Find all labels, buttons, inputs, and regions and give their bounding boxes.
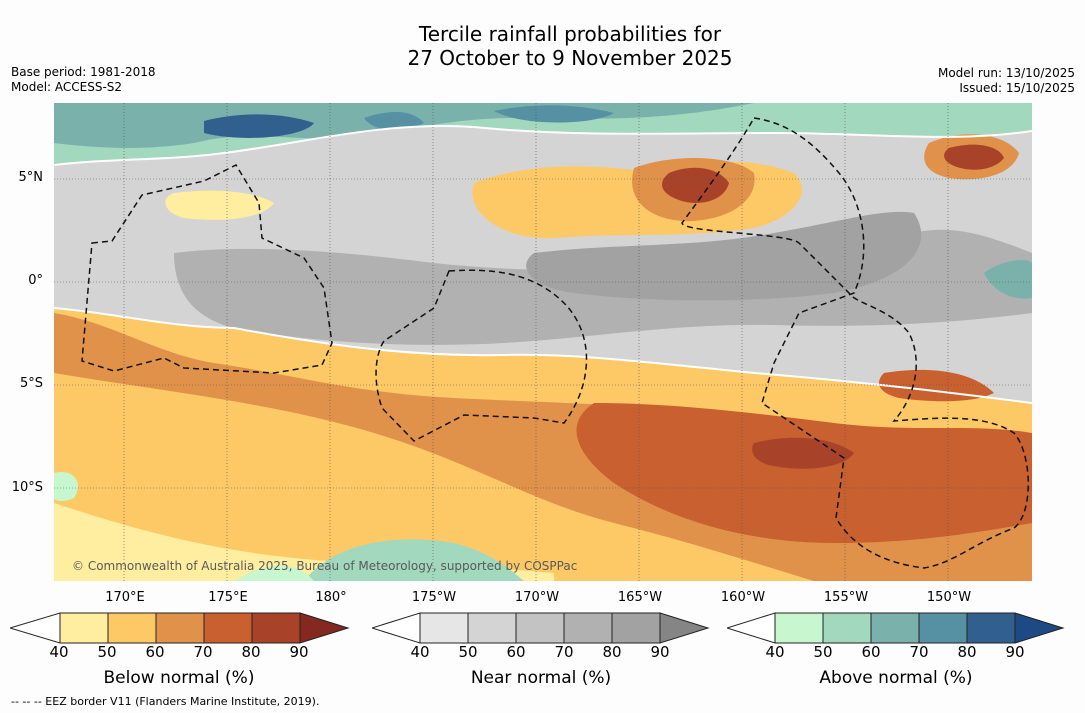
below-normal-north-core [662, 167, 729, 203]
colorbar-segment-70 [918, 612, 968, 644]
colorbar-segment-70 [203, 612, 253, 644]
tick: 60 [861, 643, 881, 661]
lat-label-5n: 5°N [18, 170, 44, 185]
colorbar-near-normal [372, 612, 710, 644]
lon-label-175w: 175°W [411, 590, 457, 605]
tick: 40 [49, 643, 69, 661]
model-name: Model: ACCESS-S2 [11, 80, 123, 94]
lat-label-0: 0° [28, 273, 43, 288]
tick: 40 [765, 643, 785, 661]
lon-label-160w: 160°W [720, 590, 766, 605]
lon-label-180: 180° [315, 590, 347, 605]
issued-date: Issued: 15/10/2025 [959, 81, 1075, 95]
cbar-below-min-triangle [10, 612, 61, 644]
tick: 70 [909, 643, 929, 661]
meta-right: Model run: 13/10/2025 Issued: 15/10/2025 [938, 66, 1075, 96]
tick: 70 [554, 643, 574, 661]
tick: 50 [813, 643, 833, 661]
colorbar-above-normal [727, 612, 1065, 644]
colorbar-segment-60 [870, 612, 920, 644]
above-normal-southwest [54, 472, 78, 502]
cbar-above-min-triangle [727, 612, 776, 644]
colorbar-label-above: Above normal (%) [819, 668, 973, 688]
lat-label-5s: 5°S [19, 376, 43, 391]
base-period: Base period: 1981-2018 [11, 65, 156, 79]
tick: 90 [1005, 643, 1025, 661]
eez-east [681, 117, 1029, 569]
colorbar-segment-40 [774, 612, 824, 644]
lon-label-175e: 175°E [208, 590, 248, 605]
colorbar-label-near: Near normal (%) [470, 668, 612, 688]
below-normal-northeast-core [944, 144, 1004, 170]
lon-label-165w: 165°W [617, 590, 663, 605]
below-normal-northwest [165, 190, 274, 220]
colorbar-segment-70 [563, 612, 613, 644]
colorbar-segment-90 [1014, 612, 1065, 644]
lon-label-150w: 150°W [926, 590, 972, 605]
tick: 40 [410, 643, 430, 661]
colorbar-segment-50 [107, 612, 157, 644]
tick: 70 [193, 643, 213, 661]
above-normal-north-strong [204, 114, 314, 138]
lat-label-10s: 10°S [11, 480, 43, 495]
above-normal-north-strong-3 [494, 105, 614, 123]
above-normal-east-patch [984, 260, 1032, 299]
below-normal-east-core [879, 369, 994, 402]
tick: 80 [241, 643, 261, 661]
above-normal-south-patch [304, 539, 524, 581]
colorbar-segment-80 [611, 612, 661, 644]
tick: 60 [145, 643, 165, 661]
colorbar-segment-50 [467, 612, 517, 644]
map-fields [54, 103, 1032, 581]
title-line-1: Tercile rainfall probabilities for [418, 22, 722, 46]
near-normal-strong [526, 211, 922, 301]
tick: 90 [650, 643, 670, 661]
tick: 50 [458, 643, 478, 661]
below-normal-south-light [54, 503, 554, 581]
colorbar-label-below: Below normal (%) [103, 668, 255, 688]
eez-central [375, 269, 588, 442]
rainfall-map: © Commonwealth of Australia 2025, Bureau… [54, 103, 1032, 581]
lon-label-170e: 170°E [105, 590, 145, 605]
tick: 80 [957, 643, 977, 661]
tick: 60 [506, 643, 526, 661]
colorbar-segment-40 [419, 612, 469, 644]
gridlines [54, 103, 1032, 581]
colorbar-segment-60 [155, 612, 205, 644]
model-run: Model run: 13/10/2025 [937, 66, 1075, 80]
contour-lines [54, 124, 1032, 404]
tick: 50 [97, 643, 117, 661]
below-normal-south-strong [576, 403, 1032, 543]
meta-left: Base period: 1981-2018 Model: ACCESS-S2 [11, 65, 156, 95]
lon-label-155w: 155°W [823, 590, 869, 605]
footnote: -- -- -- EEZ border V11 (Flanders Marine… [11, 695, 320, 708]
colorbar-segment-60 [515, 612, 565, 644]
tick: 80 [602, 643, 622, 661]
colorbar-segment-90 [659, 612, 710, 644]
copyright-text: © Commonwealth of Australia 2025, Bureau… [72, 559, 577, 573]
lon-label-170w: 170°W [514, 590, 560, 605]
tick: 90 [289, 643, 309, 661]
map-title: Tercile rainfall probabilities for 27 Oc… [0, 22, 1085, 70]
above-normal-south-light [234, 565, 314, 581]
below-normal-south-core [752, 437, 854, 469]
colorbar-below-normal [10, 612, 350, 644]
above-normal-north-strong-2 [364, 111, 424, 130]
cbar-near-min-triangle [372, 612, 421, 644]
title-line-2: 27 October to 9 November 2025 [407, 46, 733, 70]
colorbar-segment-50 [822, 612, 872, 644]
colorbar-segment-80 [966, 612, 1016, 644]
eez-borders [81, 117, 1029, 569]
eez-kiribati-west [81, 164, 333, 374]
colorbar-segment-80 [251, 612, 301, 644]
colorbar-segment-40 [59, 612, 109, 644]
colorbar-segment-90 [299, 612, 350, 644]
